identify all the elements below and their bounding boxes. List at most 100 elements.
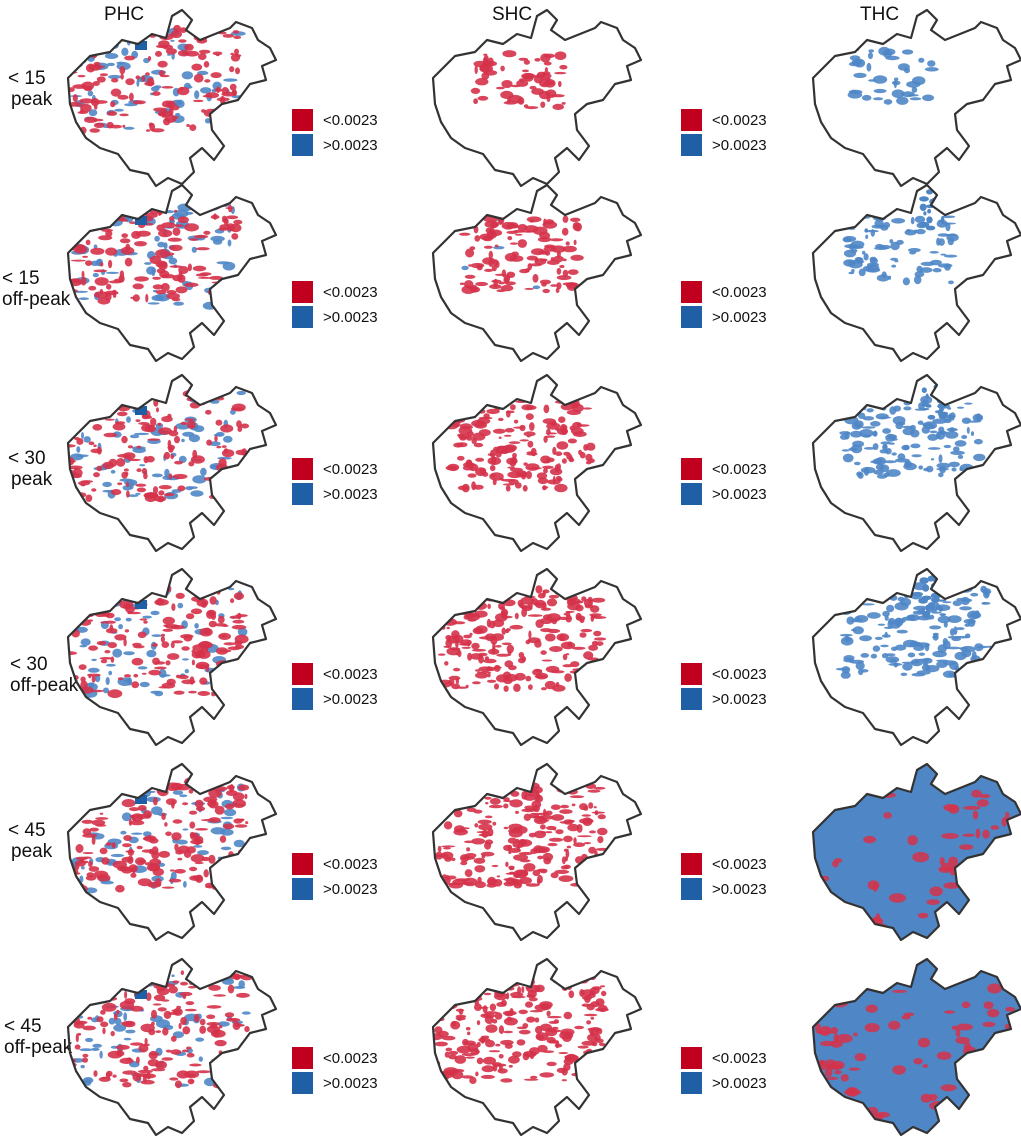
legend-swatch-low (681, 663, 702, 685)
coverage-patch-red (223, 448, 229, 454)
coverage-patch-red (597, 814, 606, 820)
coverage-patch-blue (881, 399, 893, 402)
coverage-patch-blue (135, 492, 141, 495)
coverage-patch-red (193, 234, 209, 239)
coverage-patch-red (883, 812, 892, 819)
map-phc-3 (66, 567, 278, 747)
coverage-patch-blue (866, 408, 874, 413)
coverage-patch-red (110, 1030, 115, 1037)
coverage-patch-red (200, 819, 216, 822)
coverage-patch-red (102, 1027, 106, 1035)
coverage-patch-red (145, 129, 151, 132)
coverage-patch-red (940, 1084, 957, 1092)
coverage-patch-red (101, 857, 110, 865)
coverage-patch-red (240, 884, 244, 890)
coverage-patch-red (544, 67, 548, 73)
coverage-patch-red (199, 1025, 207, 1034)
coverage-patch-blue (937, 615, 951, 624)
coverage-patch-red (130, 1042, 144, 1046)
coverage-patch-red (597, 1065, 606, 1075)
coverage-patch-red (169, 105, 180, 111)
coverage-patch-red (75, 844, 84, 853)
coverage-patch-red (189, 124, 197, 131)
coverage-patch-red (121, 1021, 134, 1026)
coverage-patch-red (468, 402, 474, 407)
coverage-patch-red (219, 95, 226, 105)
coverage-patch-red (983, 1001, 994, 1010)
coverage-patch-red (80, 276, 87, 286)
coverage-patch-red (91, 819, 106, 826)
coverage-patch-red (888, 1020, 901, 1030)
coverage-patch-red (830, 1027, 839, 1034)
coverage-patch-red (554, 1043, 563, 1048)
coverage-patch-blue (849, 659, 865, 664)
coverage-patch-red (512, 827, 521, 834)
coverage-patch-red (91, 836, 96, 845)
coverage-patch-red (68, 878, 69, 885)
coverage-patch-blue (99, 1050, 103, 1059)
coverage-patch-red (445, 1047, 453, 1052)
coverage-patch-red (498, 436, 502, 439)
coverage-patch-red (68, 1054, 69, 1062)
coverage-patch-blue (76, 446, 81, 453)
coverage-patch-red (93, 269, 108, 273)
coverage-patch-red (554, 869, 570, 874)
coverage-patch-red (521, 608, 527, 617)
coverage-patch-red (534, 794, 544, 803)
coverage-patch-red (115, 1044, 130, 1050)
coverage-patch-blue (845, 393, 857, 400)
legend-swatch-low (681, 281, 702, 303)
coverage-patch-red (562, 215, 569, 223)
coverage-patch-red (175, 286, 188, 294)
coverage-patch-red (901, 1015, 911, 1020)
coverage-patch-red (514, 612, 519, 620)
map-thc-4 (811, 762, 1021, 942)
coverage-patch-red (521, 986, 525, 994)
coverage-patch-blue (959, 606, 972, 611)
coverage-patch-red (197, 969, 209, 977)
coverage-patch-red (96, 41, 110, 50)
coverage-patch-blue (105, 677, 110, 685)
legend-label-low: <0.0023 (712, 111, 767, 129)
coverage-patch-red (550, 670, 565, 674)
coverage-patch-red (129, 977, 137, 982)
coverage-patch-red (217, 615, 225, 624)
coverage-patch-red (145, 455, 155, 463)
coverage-patch-red (226, 215, 239, 220)
coverage-patch-red (149, 1052, 160, 1056)
coverage-patch-red (174, 843, 179, 852)
coverage-patch-red (206, 1025, 221, 1034)
legend-item-high: >0.0023 (292, 687, 378, 711)
coverage-patch-blue (970, 592, 979, 597)
coverage-patch-red (498, 1025, 504, 1034)
legend-swatch-low (681, 853, 702, 875)
coverage-patch-red (535, 672, 549, 680)
coverage-patch-red (864, 1023, 880, 1033)
coverage-patch-blue (102, 489, 114, 493)
coverage-patch-red (190, 1080, 194, 1083)
coverage-patch-red (60, 1074, 67, 1077)
coverage-patch-blue (851, 269, 855, 273)
coverage-patch-red (125, 472, 129, 476)
coverage-patch-blue (123, 1012, 128, 1021)
coverage-patch-red (121, 856, 134, 863)
coverage-patch-blue (131, 832, 143, 835)
coverage-patch-red (505, 410, 515, 414)
coverage-patch-blue (893, 405, 901, 412)
coverage-patch-blue (116, 589, 123, 594)
coverage-patch-red (468, 974, 475, 982)
coverage-patch-red (834, 903, 848, 907)
coverage-patch-blue (105, 663, 116, 667)
coverage-patch-blue (110, 469, 116, 474)
coverage-patch-red (161, 999, 170, 1002)
coverage-patch-red (170, 1049, 182, 1055)
coverage-patch-red (206, 439, 213, 446)
coverage-patch-blue (923, 211, 927, 216)
coverage-patch-blue (194, 90, 200, 99)
coverage-patch-red (466, 847, 471, 852)
coverage-patch-red (124, 55, 136, 61)
coverage-patch-red (543, 460, 551, 464)
coverage-patch-red (220, 424, 234, 433)
coverage-patch-red (518, 657, 526, 664)
coverage-patch-red (889, 893, 906, 903)
